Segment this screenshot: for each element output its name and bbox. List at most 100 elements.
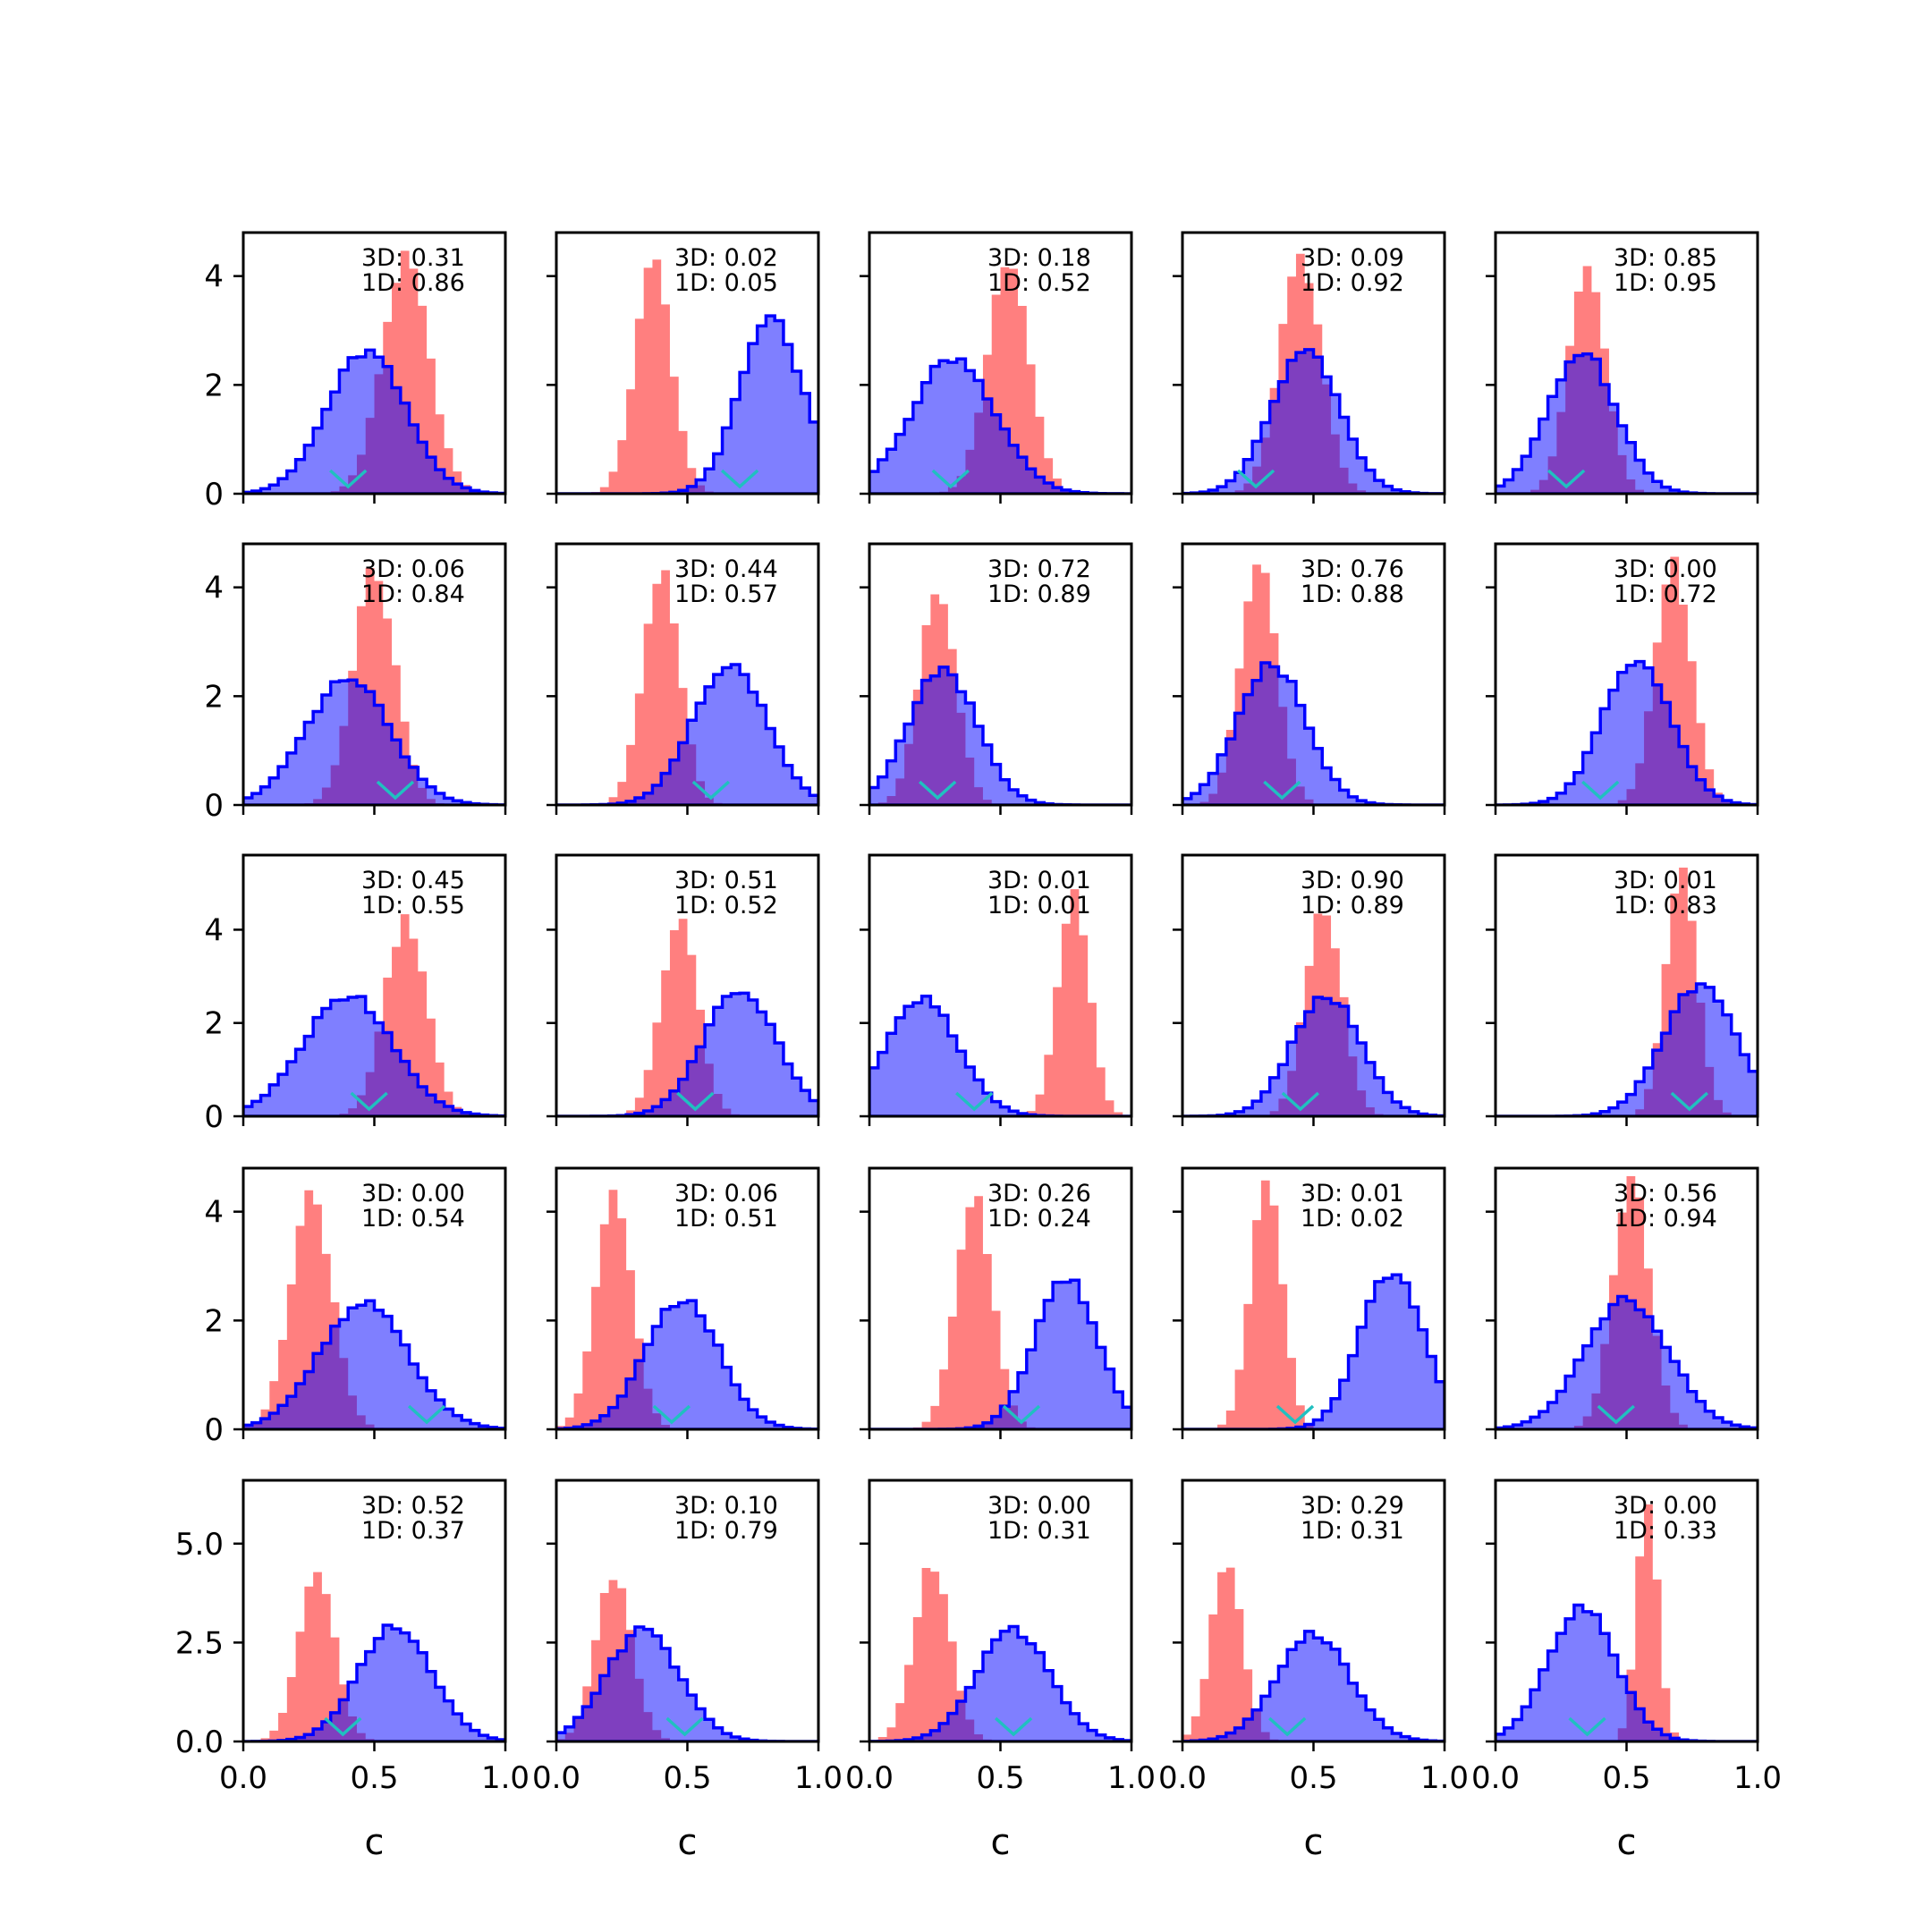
annotation-1d: 1D: 0.51 xyxy=(674,1205,778,1233)
annotation-3d: 3D: 0.00 xyxy=(1614,1492,1717,1520)
y-tick-label: 0 xyxy=(204,1412,224,1448)
hist-1d-bars xyxy=(1182,1567,1445,1741)
annotation-3d: 3D: 0.29 xyxy=(1301,1492,1404,1520)
truth-marker xyxy=(1568,1716,1606,1737)
annotation-1d: 1D: 0.89 xyxy=(1301,892,1404,919)
x-tick-label: 0.5 xyxy=(976,1760,1024,1796)
annotation-1d: 1D: 0.95 xyxy=(1614,269,1717,297)
x-axis-label: c xyxy=(1304,1822,1324,1863)
truth-marker xyxy=(994,1716,1033,1737)
hist-3d-bars xyxy=(1496,661,1758,805)
truth-marker xyxy=(329,469,368,489)
hist-1d-bars xyxy=(1182,1180,1445,1429)
y-tick-label: 2 xyxy=(204,368,224,403)
hist-1d-bars xyxy=(243,914,505,1116)
annotation-3d: 3D: 0.18 xyxy=(987,244,1091,272)
annotation-3d: 3D: 0.10 xyxy=(674,1492,778,1520)
hist-3d-outline xyxy=(1496,659,1758,805)
x-tick-label: 0.0 xyxy=(1158,1760,1207,1796)
truth-marker xyxy=(1546,469,1586,489)
annotation-1d: 1D: 0.72 xyxy=(1614,580,1717,608)
truth-marker xyxy=(1236,469,1275,489)
truth-marker xyxy=(324,1716,362,1737)
annotation-1d: 1D: 0.79 xyxy=(674,1517,778,1545)
annotation-1d: 1D: 0.84 xyxy=(361,580,465,608)
hist-1d-bars xyxy=(869,889,1131,1116)
annotation-1d: 1D: 0.89 xyxy=(987,580,1091,608)
annotation-1d: 1D: 0.52 xyxy=(674,892,778,919)
plot-area xyxy=(243,1190,505,1429)
annotation-3d: 3D: 0.76 xyxy=(1301,555,1404,583)
annotation-3d: 3D: 0.00 xyxy=(987,1492,1091,1520)
plot-area xyxy=(869,1568,1131,1741)
truth-marker xyxy=(1281,1091,1320,1112)
plot-area xyxy=(1182,253,1445,494)
y-tick-label: 2 xyxy=(204,1303,224,1339)
annotation-1d: 1D: 0.24 xyxy=(987,1205,1091,1233)
hist-3d-bars xyxy=(869,1626,1131,1741)
hist-3d-bars xyxy=(1182,1631,1445,1741)
hist-3d-bars xyxy=(243,680,505,805)
plot-area xyxy=(1496,556,1758,805)
hist-3d-outline xyxy=(243,1623,505,1741)
annotation-3d: 3D: 0.06 xyxy=(361,555,465,583)
truth-marker xyxy=(652,1404,691,1425)
hist-3d-outline xyxy=(556,1299,818,1429)
plot-area xyxy=(556,1580,818,1741)
plot-area xyxy=(1496,1176,1758,1429)
hist-1d-bars xyxy=(243,1572,505,1741)
plot-area xyxy=(243,914,505,1116)
annotation-3d: 3D: 0.52 xyxy=(361,1492,465,1520)
hist-3d-bars xyxy=(869,666,1131,805)
x-tick-label: 1.0 xyxy=(1107,1760,1156,1796)
x-axis-label: c xyxy=(365,1822,385,1863)
truth-marker xyxy=(1268,1716,1307,1737)
hist-1d-bars xyxy=(556,1190,818,1429)
truth-marker xyxy=(955,1091,994,1112)
truth-marker xyxy=(407,1404,446,1425)
hist-3d-outline xyxy=(243,678,505,805)
annotation-1d: 1D: 0.57 xyxy=(674,580,778,608)
hist-3d-bars xyxy=(243,350,505,494)
annotation-1d: 1D: 0.54 xyxy=(361,1205,465,1233)
hist-3d-outline xyxy=(243,995,505,1116)
plot-area xyxy=(869,594,1131,805)
hist-3d-bars xyxy=(1182,1275,1445,1429)
hist-3d-bars xyxy=(869,996,1131,1116)
plot-area xyxy=(1496,266,1758,494)
truth-marker xyxy=(919,780,957,801)
plot-area xyxy=(869,889,1131,1116)
plot-area xyxy=(556,1190,818,1429)
truth-marker xyxy=(1670,1091,1708,1112)
annotation-3d: 3D: 0.26 xyxy=(987,1180,1091,1208)
hist-1d-bars xyxy=(1496,556,1758,805)
hist-3d-outline xyxy=(243,348,505,494)
y-tick-label: 4 xyxy=(204,912,224,948)
annotation-3d: 3D: 0.44 xyxy=(674,555,778,583)
x-tick-label: 0.5 xyxy=(1602,1760,1650,1796)
hist-1d-bars xyxy=(556,259,818,494)
x-axis-label: c xyxy=(1617,1822,1637,1863)
x-tick-label: 0.0 xyxy=(532,1760,580,1796)
plot-area xyxy=(869,267,1131,494)
truth-marker xyxy=(1263,780,1301,801)
hist-3d-bars xyxy=(243,1301,505,1429)
x-tick-label: 0.5 xyxy=(1289,1760,1337,1796)
truth-marker xyxy=(676,1091,715,1112)
annotation-3d: 3D: 0.01 xyxy=(1301,1180,1404,1208)
annotation-3d: 3D: 0.01 xyxy=(1614,867,1717,894)
x-tick-label: 1.0 xyxy=(1733,1760,1782,1796)
